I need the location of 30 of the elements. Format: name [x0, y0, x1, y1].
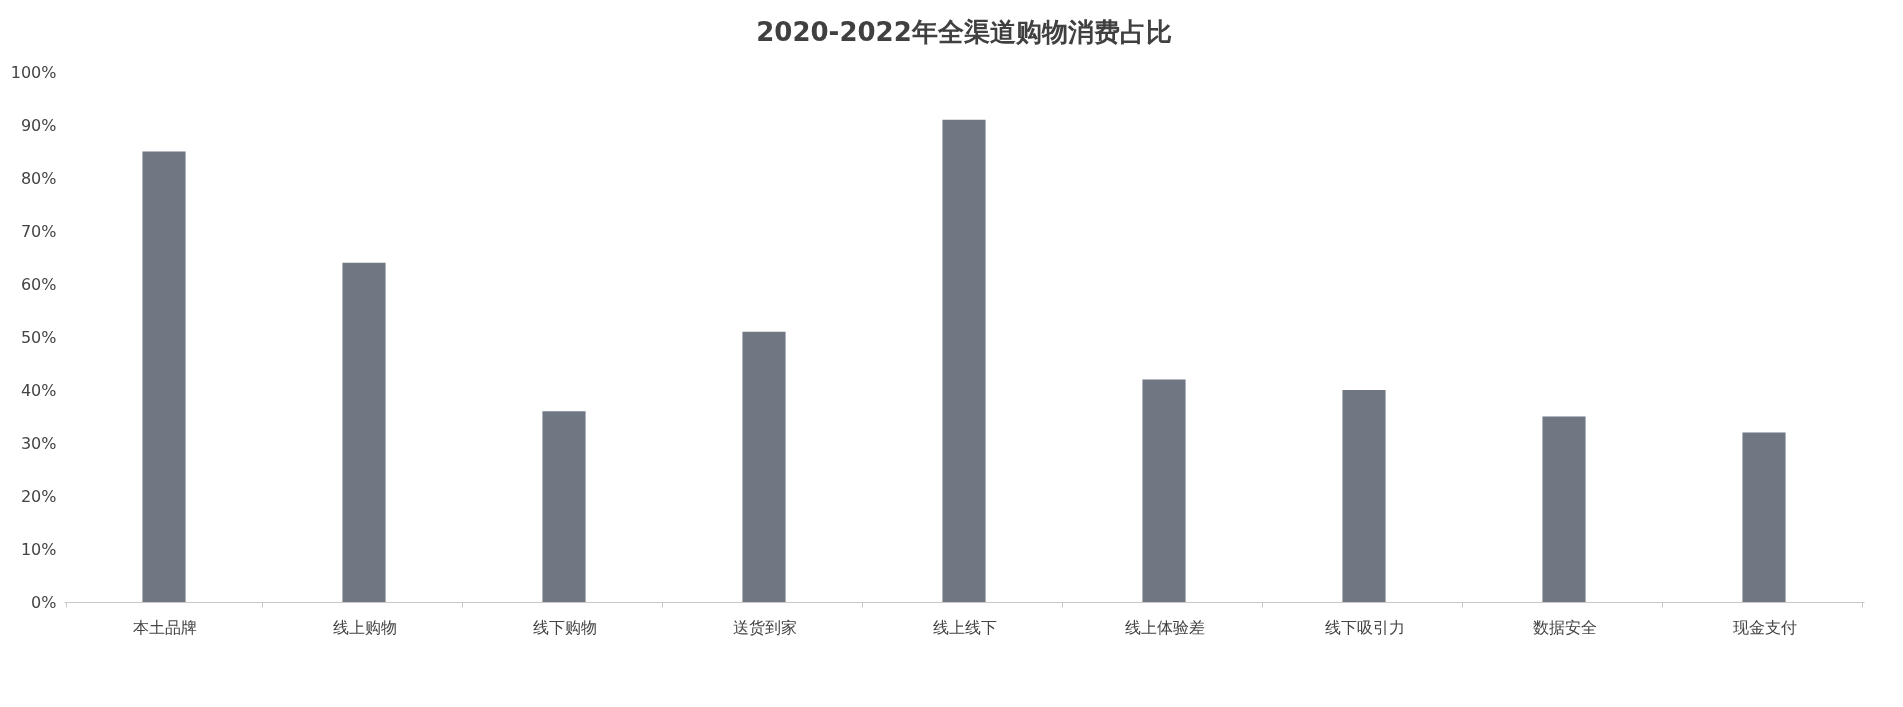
y-tick-label: 90%: [20, 115, 57, 135]
x-tick-label: 送货到家: [732, 617, 797, 637]
x-tick-label: 线下购物: [532, 617, 597, 637]
y-tick-label: 0%: [31, 592, 57, 612]
y-tick-label: 80%: [20, 168, 57, 188]
bar: [142, 151, 186, 602]
y-tick-label: 100%: [10, 62, 57, 82]
x-tick-label: 现金支付: [1732, 617, 1797, 637]
y-tick-label: 50%: [20, 327, 57, 347]
bar: [1742, 432, 1786, 602]
bar: [1542, 416, 1586, 602]
x-tick-label: 线上线下: [932, 617, 997, 637]
chart-title: 2020-2022年全渠道购物消费占比: [756, 17, 1172, 47]
x-tick-label: 本土品牌: [132, 617, 197, 637]
x-tick-label: 线下吸引力: [1324, 617, 1405, 637]
bar: [542, 411, 586, 602]
y-tick-label: 70%: [20, 221, 57, 241]
x-tick-label: 线上体验差: [1124, 617, 1205, 637]
bar: [742, 331, 786, 602]
x-tick-label: 数据安全: [1532, 617, 1597, 637]
bar: [342, 262, 386, 602]
y-tick-label: 40%: [20, 380, 57, 400]
x-tick-label: 线上购物: [332, 617, 397, 637]
y-tick-label: 10%: [20, 539, 57, 559]
y-tick-label: 60%: [20, 274, 57, 294]
y-tick-label: 20%: [20, 486, 57, 506]
bar: [1342, 390, 1386, 602]
bar: [1142, 379, 1186, 602]
bar: [942, 119, 986, 602]
y-tick-label: 30%: [20, 433, 57, 453]
